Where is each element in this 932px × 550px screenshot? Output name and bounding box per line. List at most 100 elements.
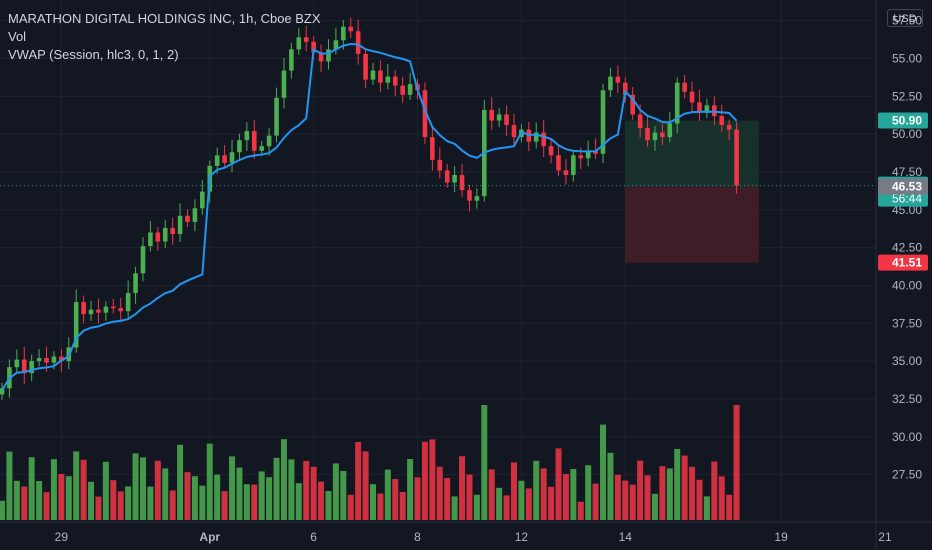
candle-body (51, 356, 57, 363)
candle-body (541, 132, 546, 147)
candle-body (489, 109, 495, 121)
volume-bar (154, 460, 161, 520)
candle-body (162, 227, 168, 242)
candle-body (459, 174, 465, 191)
candle-body (704, 105, 710, 113)
candle-body (585, 150, 591, 159)
candle-body (155, 232, 161, 242)
volume-bar (592, 483, 599, 520)
candle-body (192, 208, 198, 222)
volume-bar (95, 496, 102, 520)
volume-bar (303, 461, 310, 520)
candle-body (689, 91, 695, 103)
volume-bar (562, 474, 569, 520)
candle-body (318, 52, 324, 62)
price-label-text: 50.90 (892, 113, 922, 127)
volume-bar (117, 491, 124, 520)
candle-body (726, 125, 732, 130)
candle-body (125, 293, 131, 312)
volume-bar (221, 491, 228, 520)
candle-body (444, 170, 450, 183)
volume-bar (459, 456, 466, 520)
volume-bar (80, 459, 87, 520)
candle-body (81, 302, 86, 315)
candle-body (222, 155, 227, 163)
volume-bar (310, 466, 317, 520)
price-label-text: 46.53 (892, 180, 922, 194)
x-tick-label: Apr (199, 530, 220, 544)
volume-bar (73, 451, 80, 520)
candle-body (422, 90, 428, 138)
y-tick-label: 52.50 (892, 89, 922, 103)
volume-bar (659, 466, 666, 520)
volume-bar (332, 463, 339, 520)
price-label-text: 41.51 (892, 256, 922, 270)
volume-bars (0, 405, 740, 520)
volume-bar (251, 484, 258, 520)
volume-bar (295, 483, 302, 520)
volume-bar (110, 480, 117, 520)
candle-body (682, 82, 687, 92)
candle-body (274, 97, 279, 136)
volume-bar (162, 468, 169, 520)
candle-body (474, 196, 480, 201)
volume-bar (28, 457, 35, 520)
volume-bar (414, 477, 421, 520)
candle-body (170, 227, 175, 234)
candle-body (214, 155, 220, 166)
volume-bar (273, 457, 280, 520)
volume-bar (392, 479, 399, 520)
candle-body (96, 309, 101, 313)
x-tick-label: 21 (878, 530, 892, 544)
x-tick-label: 6 (310, 530, 317, 544)
currency-button[interactable]: USD (887, 9, 923, 27)
candle-body (660, 132, 665, 138)
volume-bar (88, 481, 95, 520)
legend-vwap[interactable]: VWAP (Session, hlc3, 0, 1, 2) (8, 47, 179, 62)
candle-body (244, 131, 250, 141)
volume-bar (518, 480, 525, 520)
candle-body (326, 49, 331, 62)
candle-body (44, 358, 49, 363)
candle-body (496, 114, 502, 121)
volume-bar (288, 459, 295, 520)
volume-bar (355, 442, 362, 520)
candle-body (259, 146, 264, 151)
legend-volume[interactable]: Vol (8, 29, 27, 44)
candle-body (674, 82, 680, 124)
volume-bar (703, 496, 710, 520)
volume-bar (214, 474, 221, 520)
candle-body (622, 82, 628, 95)
y-tick-label: 47.50 (892, 165, 922, 179)
volume-bar (199, 485, 206, 520)
price-label-bg (878, 254, 928, 271)
y-tick-label: 30.00 (892, 430, 922, 444)
volume-bar (0, 500, 5, 520)
candle-body (533, 132, 539, 142)
volume-bar (347, 494, 354, 520)
candle-body (437, 159, 443, 171)
candle-body (370, 70, 376, 80)
volume-bar (6, 451, 13, 520)
volume-bar (370, 484, 376, 520)
volume-bar (473, 494, 480, 520)
y-tick-label: 27.50 (892, 468, 922, 482)
candle-body (311, 41, 316, 53)
candle-body (571, 155, 576, 175)
candle-body (111, 306, 116, 309)
volume-bar (488, 469, 495, 520)
candle-body (341, 26, 346, 41)
volume-bar (644, 475, 651, 520)
volume-bar (318, 481, 325, 520)
volume-bar (429, 439, 436, 520)
volume-bar (43, 492, 50, 520)
candle-body (430, 137, 435, 160)
candle-body (563, 170, 569, 175)
volume-bar (384, 469, 391, 520)
candle-body (637, 114, 643, 129)
volume-bar (481, 405, 488, 520)
volume-bar (681, 455, 688, 520)
y-tick-label: 57.50 (892, 14, 922, 28)
legend-symbol[interactable]: MARATHON DIGITAL HOLDINGS INC, 1h, Cboe … (8, 11, 321, 26)
